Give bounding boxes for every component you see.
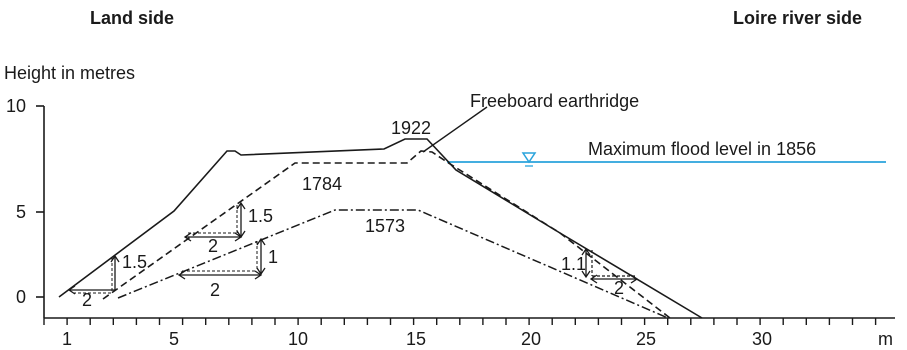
y-tick-label-5: 5: [16, 202, 26, 222]
x-tick-label-20: 20: [521, 329, 541, 349]
slope-3-vertical: 1: [268, 247, 278, 267]
profile-1573-line: [117, 209, 669, 319]
x-tick-label-25: 25: [636, 329, 656, 349]
water-level-marker-icon: [521, 152, 537, 164]
profile-1573-label: 1573: [365, 216, 405, 236]
slope-indicator-2: 1.5 2: [183, 201, 273, 256]
profile-1784-line: [102, 150, 671, 319]
x-tick-label-30: 30: [752, 329, 772, 349]
x-tick-label-1: 1: [62, 329, 72, 349]
x-axis-ticks: [43, 318, 877, 325]
x-tick-label-15: 15: [406, 329, 426, 349]
y-tick-label-0: 0: [16, 287, 26, 307]
slope-indicator-3: 1 2: [177, 237, 278, 300]
slope-4-horizontal: 2: [614, 278, 624, 298]
slope-1-horizontal: 2: [82, 290, 92, 310]
x-axis-unit: m: [878, 329, 893, 349]
slope-2-vertical: 1.5: [248, 206, 273, 226]
slope-1-vertical: 1.5: [122, 252, 147, 272]
slope-indicator-4: 1.1 2: [561, 247, 639, 298]
profile-1784-label: 1784: [302, 174, 342, 194]
slope-indicator-1: 1.5 2: [67, 252, 147, 310]
river-side-title: Loire river side: [733, 8, 862, 28]
y-axis-label: Height in metres: [4, 63, 135, 83]
freeboard-leader-line: [422, 106, 488, 153]
slope-3-horizontal: 2: [210, 280, 220, 300]
slope-2-horizontal: 2: [208, 236, 218, 256]
profile-1922-line: [58, 138, 703, 319]
x-tick-label-5: 5: [169, 329, 179, 349]
slope-4-vertical: 1.1: [561, 254, 586, 274]
freeboard-label: Freeboard earthridge: [470, 91, 639, 111]
x-tick-label-10: 10: [288, 329, 308, 349]
y-tick-label-10: 10: [6, 96, 26, 116]
flood-level-label: Maximum flood level in 1856: [588, 139, 816, 159]
land-side-title: Land side: [90, 8, 174, 28]
profile-1922-label: 1922: [391, 118, 431, 138]
